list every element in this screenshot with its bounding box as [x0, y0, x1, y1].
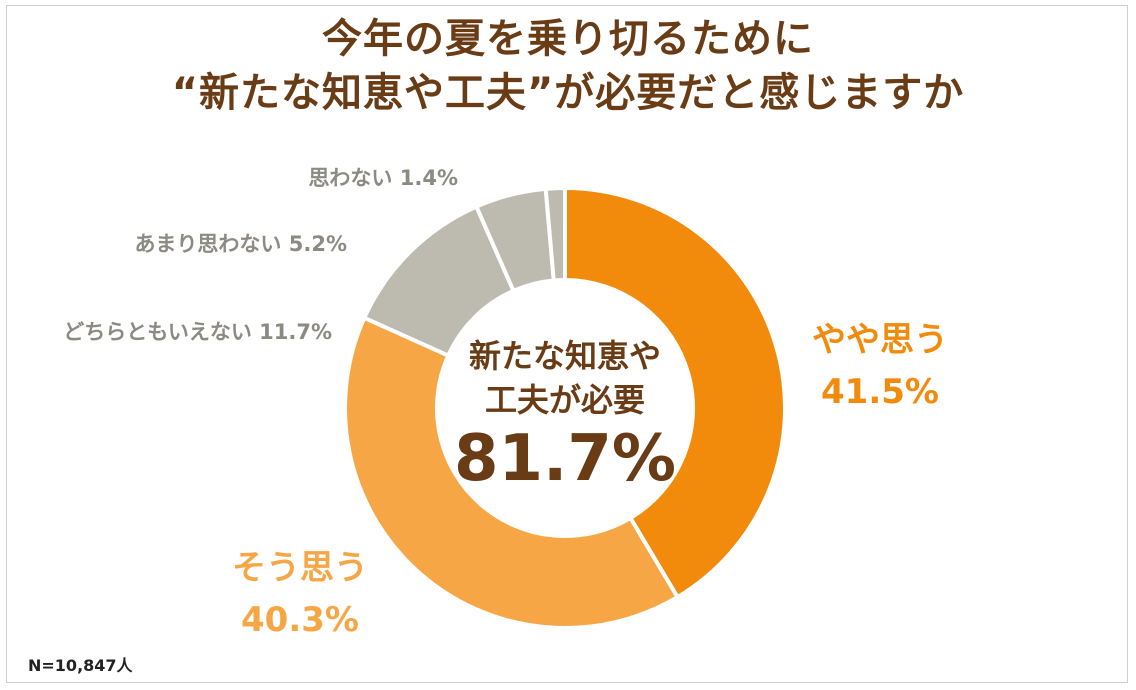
- chart-title-line-1: 今年の夏を乗り切るために: [322, 16, 814, 62]
- chart-frame: [6, 5, 1128, 683]
- slice-value-yaya-omou: 41.5%: [821, 372, 939, 412]
- slice-label-dochira-text: どちらともいえない: [63, 320, 252, 344]
- sample-size-note: N=10,847人: [28, 656, 133, 675]
- slice-label-omowanai-text: 思わない: [308, 166, 393, 190]
- chart-title-line-2: “新たな知恵や工夫”が必要だと感じますか: [171, 70, 965, 116]
- slice-label-sou-omou: そう思う: [232, 548, 368, 588]
- slice-value-amari: 5.2%: [288, 232, 347, 256]
- center-label-line-1: 新たな知恵や: [468, 337, 661, 375]
- slice-label-dochira: どちらともいえない 11.7%: [20, 316, 332, 346]
- donut-slice-1: [343, 315, 680, 630]
- donut-slice-4: [543, 186, 567, 283]
- slice-value-dochira: 11.7%: [259, 320, 332, 344]
- slice-value-sou-omou: 40.3%: [241, 600, 359, 640]
- slice-label-yaya-omou: やや思う: [812, 320, 948, 360]
- center-value: 81.7%: [453, 422, 677, 496]
- slice-label-amari-text: あまり思わない: [134, 232, 282, 256]
- slice-value-omowanai: 1.4%: [399, 166, 458, 190]
- slice-label-amari: あまり思わない 5.2%: [60, 228, 347, 258]
- slice-label-omowanai: 思わない 1.4%: [200, 162, 458, 192]
- donut-slice-0: [563, 186, 787, 600]
- center-label-line-2: 工夫が必要: [484, 381, 645, 419]
